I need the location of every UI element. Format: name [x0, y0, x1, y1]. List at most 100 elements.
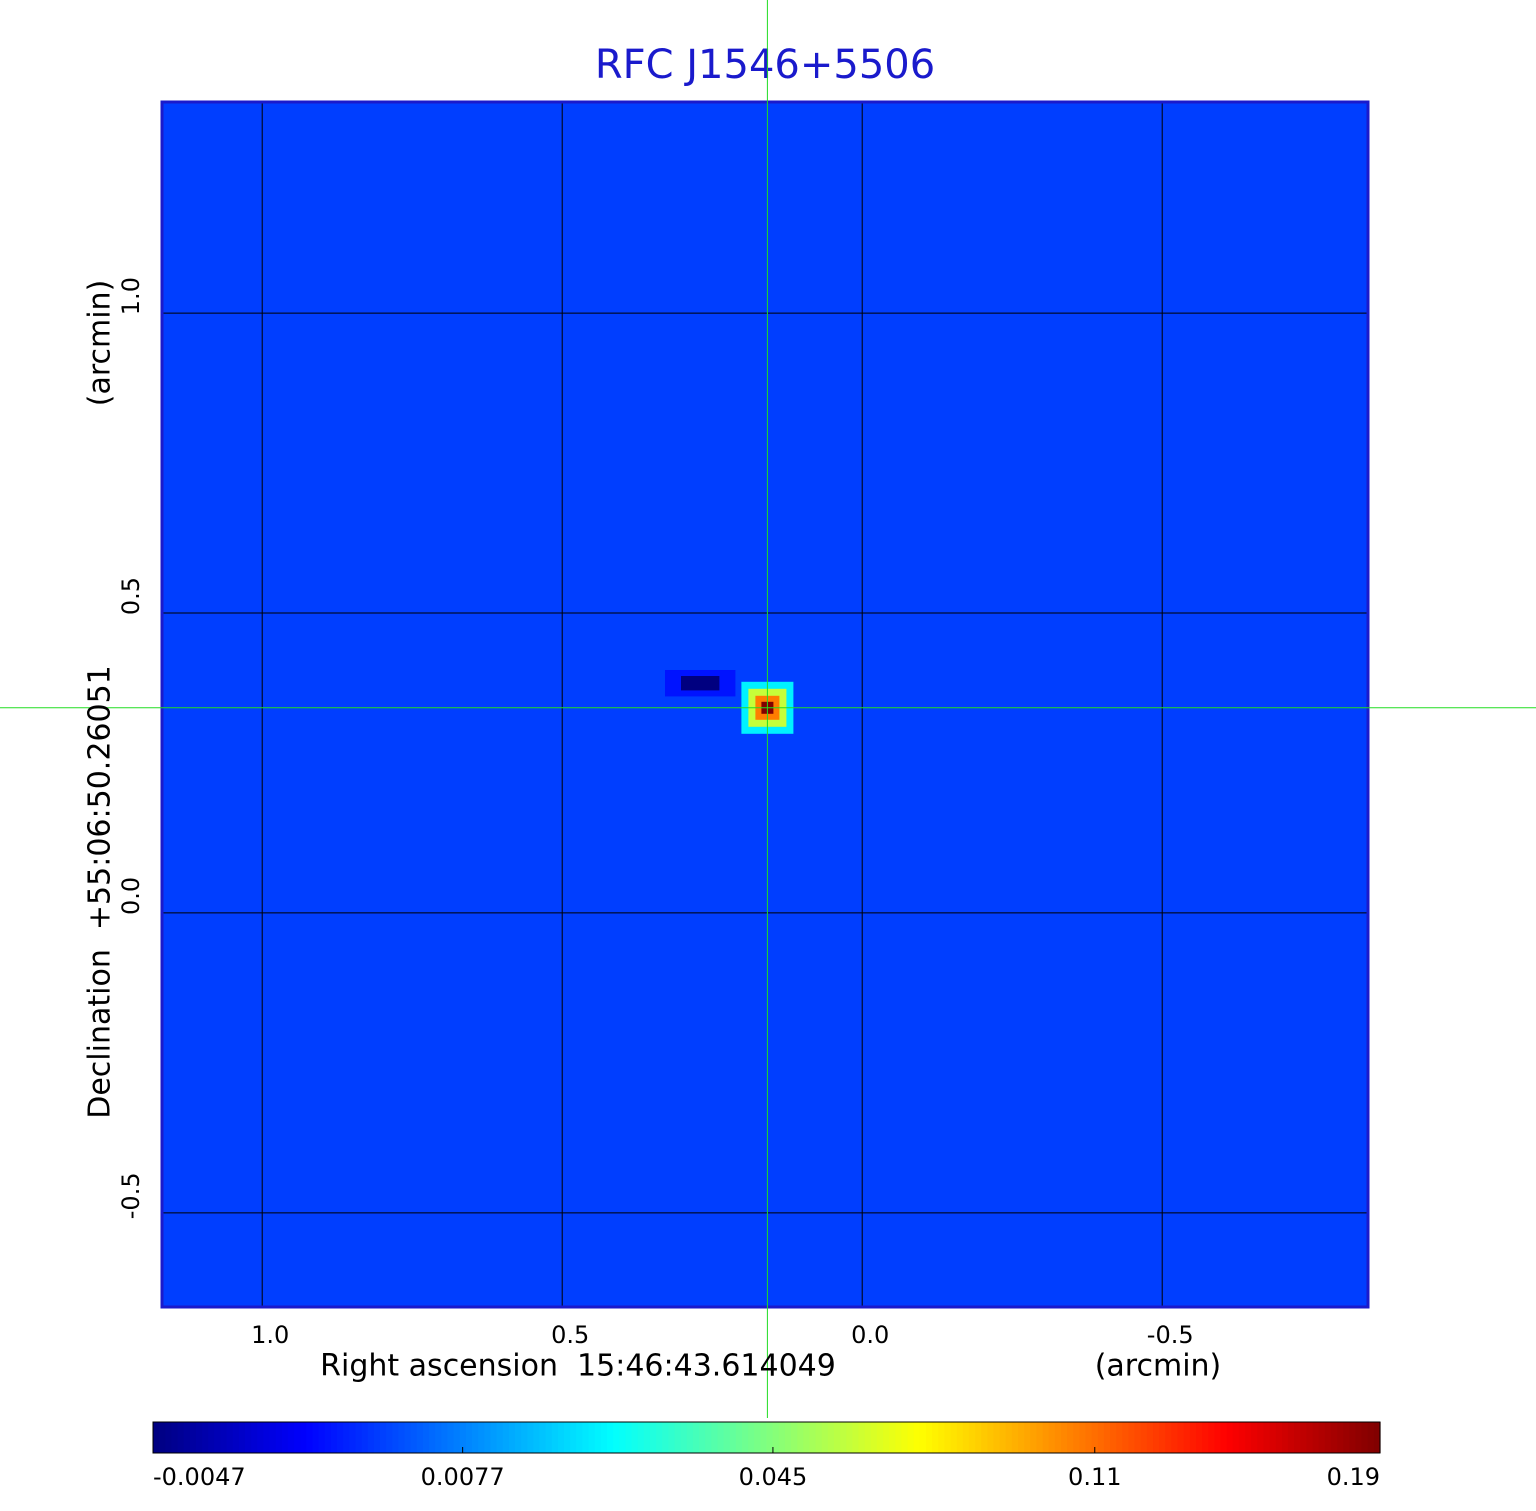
colorbar-segment	[159, 1422, 166, 1453]
colorbar-segment	[1373, 1422, 1381, 1453]
colorbar-segment	[312, 1422, 320, 1453]
colorbar-segment	[1054, 1422, 1062, 1453]
colorbar-segment	[1085, 1422, 1093, 1453]
colorbar-segment	[539, 1422, 547, 1453]
colorbar-segment	[631, 1422, 639, 1453]
colorbar-segment	[214, 1422, 222, 1453]
colorbar-segment	[1330, 1422, 1338, 1453]
colorbar-segment	[1005, 1422, 1013, 1453]
colorbar-segment	[975, 1422, 982, 1453]
colorbar-segment	[1183, 1422, 1191, 1453]
colorbar-segment	[245, 1422, 252, 1453]
colorbar-segment	[833, 1422, 841, 1453]
colorbar-segment	[459, 1422, 467, 1453]
colorbar-segment	[1024, 1422, 1031, 1453]
colorbar-tick-label: 0.19	[1327, 1463, 1380, 1491]
colorbar-segment	[962, 1422, 970, 1453]
x-tick-label: 0.5	[551, 1321, 589, 1349]
colorbar-segment	[981, 1422, 988, 1453]
colorbar-segment	[404, 1422, 412, 1453]
colorbar-segment	[1018, 1422, 1025, 1453]
colorbar-segment	[1257, 1422, 1265, 1453]
colorbar-segment	[1349, 1422, 1357, 1453]
colorbar-segment	[324, 1422, 332, 1453]
colorbar-segment	[680, 1422, 688, 1453]
colorbar-segment	[613, 1422, 620, 1453]
colorbar-segment	[472, 1422, 479, 1453]
colorbar-segment	[435, 1422, 442, 1453]
colorbar-segment	[1251, 1422, 1258, 1453]
colorbar-segment	[1220, 1422, 1228, 1453]
colorbar-segment	[318, 1422, 326, 1453]
y-axis-label: Declination +55:06:50.26051	[83, 665, 118, 1119]
colorbar-segment	[1324, 1422, 1332, 1453]
colorbar-segment	[1208, 1422, 1215, 1453]
colorbar-segment	[1036, 1422, 1044, 1453]
colorbar-segment	[1367, 1422, 1375, 1453]
colorbar-segment	[1287, 1422, 1295, 1453]
colorbar-segment	[809, 1422, 817, 1453]
colorbar-segment	[864, 1422, 872, 1453]
colorbar-segment	[330, 1422, 338, 1453]
colorbar-segment	[668, 1422, 676, 1453]
colorbar-segment	[674, 1422, 682, 1453]
colorbar-segment	[1134, 1422, 1142, 1453]
colorbar-segment	[422, 1422, 430, 1453]
colorbar-segment	[1030, 1422, 1038, 1453]
colorbar-segment	[699, 1422, 706, 1453]
colorbar-segment	[551, 1422, 559, 1453]
colorbar-segment	[889, 1422, 896, 1453]
colorbar-segment	[1232, 1422, 1240, 1453]
colorbar-segment	[1122, 1422, 1130, 1453]
colorbar-segment	[263, 1422, 271, 1453]
colorbar-segment	[533, 1422, 541, 1453]
colorbar-segment	[392, 1422, 399, 1453]
colorbar-segment	[858, 1422, 866, 1453]
colorbar-segment	[735, 1422, 743, 1453]
colorbar-segment	[1079, 1422, 1087, 1453]
colorbar-segment	[1091, 1422, 1099, 1453]
x-axis-unit: (arcmin)	[1095, 1349, 1222, 1384]
x-tick-label: -0.5	[1147, 1321, 1194, 1349]
colorbar-segment	[1281, 1422, 1289, 1453]
colorbar-segment	[760, 1422, 768, 1453]
colorbar-segment	[484, 1422, 492, 1453]
colorbar-segment	[410, 1422, 418, 1453]
colorbar-segment	[950, 1422, 958, 1453]
colorbar-segment	[827, 1422, 835, 1453]
colorbar-segment	[238, 1422, 246, 1453]
colorbar-tick-label: 0.11	[1068, 1463, 1121, 1491]
colorbar-segment	[711, 1422, 719, 1453]
colorbar-segment	[1343, 1422, 1350, 1453]
y-tick-label: -0.5	[117, 1172, 145, 1219]
colorbar-segment	[1269, 1422, 1277, 1453]
colorbar-segment	[588, 1422, 596, 1453]
colorbar-segment	[999, 1422, 1007, 1453]
colorbar-segment	[1294, 1422, 1301, 1453]
colorbar-segment	[300, 1422, 307, 1453]
x-tick-label: 0.0	[851, 1321, 889, 1349]
colorbar-segment	[226, 1422, 234, 1453]
colorbar-segment	[772, 1422, 780, 1453]
colorbar-segment	[1337, 1422, 1344, 1453]
colorbar-segment	[717, 1422, 725, 1453]
colorbar-segment	[1214, 1422, 1222, 1453]
colorbar-segment	[367, 1422, 375, 1453]
colorbar-segment	[361, 1422, 369, 1453]
y-tick-label: 0.5	[117, 577, 145, 615]
source-pixel	[681, 676, 720, 691]
colorbar-segment	[723, 1422, 731, 1453]
colorbar-segment	[1177, 1422, 1185, 1453]
colorbar-segment	[521, 1422, 528, 1453]
colorbar-segment	[625, 1422, 633, 1453]
colorbar-segment	[202, 1422, 209, 1453]
colorbar-segment	[594, 1422, 602, 1453]
colorbar-segment	[883, 1422, 890, 1453]
colorbar-segment	[343, 1422, 350, 1453]
colorbar-segment	[748, 1422, 755, 1453]
colorbar-segment	[1097, 1422, 1105, 1453]
colorbar-segment	[502, 1422, 510, 1453]
colorbar-segment	[766, 1422, 774, 1453]
colorbar-segment	[570, 1422, 577, 1453]
colorbar-segment	[754, 1422, 761, 1453]
